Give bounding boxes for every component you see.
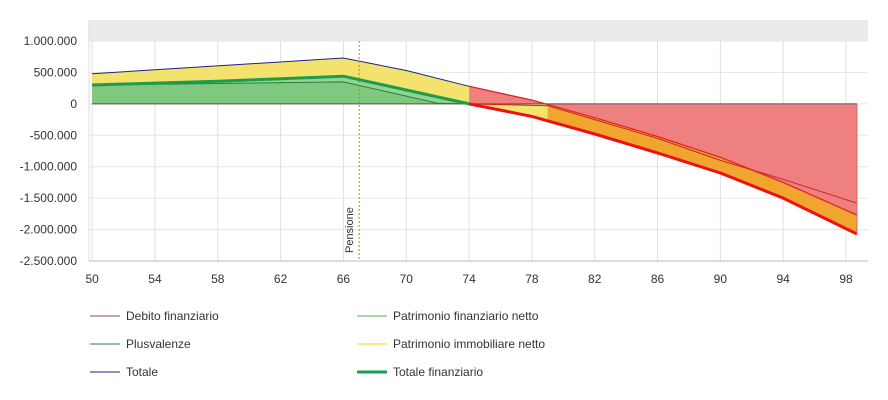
y-tick-label: -500.000: [30, 128, 78, 142]
area-layer: [92, 58, 857, 234]
annotation-layer: Pensione: [344, 41, 360, 261]
legend: Debito finanziario Patrimonio finanziario…: [90, 309, 545, 379]
area-totale-finanziario-band: [547, 104, 857, 234]
plot-header-band: [89, 20, 868, 41]
line-plusvalenze: [92, 81, 470, 105]
legend-label: Patrimonio finanziario netto: [393, 309, 539, 323]
legend-label: Totale: [126, 365, 158, 379]
x-tick-label: 70: [400, 272, 414, 286]
line-layer: [92, 57, 858, 236]
x-tick-label: 82: [588, 272, 602, 286]
annotation-label-pensione: Pensione: [344, 207, 356, 253]
x-tick-label: 86: [651, 272, 665, 286]
x-tick-label: 66: [337, 272, 351, 286]
line-debito-finanziario: [469, 103, 858, 204]
line-totale-finanziario-negative: [468, 102, 858, 236]
area-debito-finanziario: [469, 86, 857, 216]
area-patrimonio-immobiliare-netto: [92, 58, 548, 121]
y-tick-label: 0: [70, 97, 77, 111]
legend-label: Patrimonio immobiliare netto: [393, 337, 545, 351]
x-tick-label: 58: [211, 272, 225, 286]
y-tick-label: -1.000.000: [20, 160, 78, 174]
area-plusvalenze: [92, 81, 470, 104]
axis-layer: 1.000.000 500.000 0 -500.000 -1.000.000 -1.50…: [20, 20, 868, 286]
y-tick-label: -2.500.000: [20, 254, 78, 268]
y-tick-label: -2.000.000: [20, 223, 78, 237]
legend-label: Debito finanziario: [126, 309, 219, 323]
x-tick-label: 98: [839, 272, 853, 286]
x-tick-label: 54: [148, 272, 162, 286]
y-tick-label: -1.500.000: [20, 191, 78, 205]
line-totale-finanziario: [92, 74, 470, 106]
x-tick-label: 50: [85, 272, 99, 286]
x-tick-label: 74: [462, 272, 476, 286]
y-tick-label: 1.000.000: [24, 34, 78, 48]
y-tick-label: 500.000: [34, 65, 78, 79]
legend-label: Totale finanziario: [393, 365, 483, 379]
x-tick-label: 90: [714, 272, 728, 286]
x-tick-label: 62: [274, 272, 288, 286]
legend-label: Plusvalenze: [126, 337, 191, 351]
line-totale-negative: [468, 85, 858, 216]
x-tick-label: 94: [777, 272, 791, 286]
x-tick-label: 78: [525, 272, 539, 286]
